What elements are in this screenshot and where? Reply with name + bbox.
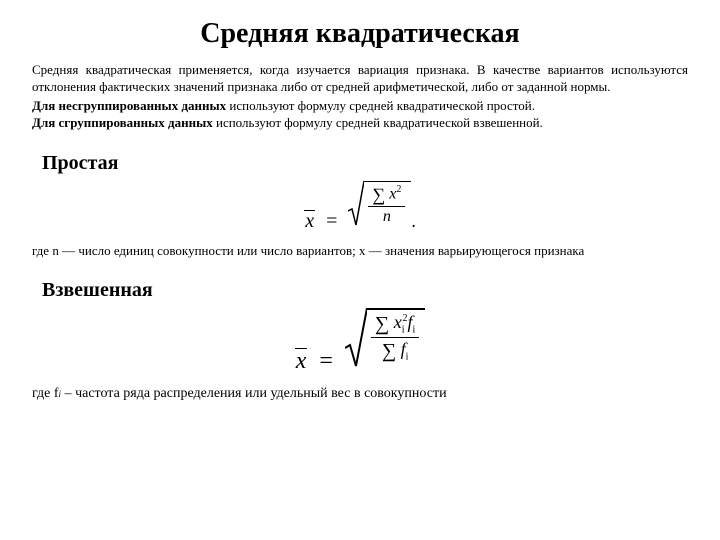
weighted-desc-rest: – частота ряда распределения или удельны… — [61, 386, 447, 401]
intro-paragraph: Средняя квадратическая применяется, когд… — [32, 62, 688, 96]
weighted-desc-prefix: где f — [32, 386, 59, 401]
intro-grouped-bold: Для сгруппированных данных — [32, 115, 213, 130]
weighted-formula: x = ∑ xi2fi ∑ fi — [32, 308, 688, 375]
simple-desc: где n — число единиц совокупности или чи… — [32, 243, 688, 260]
weighted-heading: Взвешенная — [32, 279, 688, 302]
intro-ungrouped: Для несгруппированных данных используют … — [32, 98, 688, 115]
simple-heading: Простая — [32, 152, 688, 175]
simple-formula: x = ∑ x2 n . — [32, 181, 688, 233]
intro-grouped-rest: используют формулу средней квадратическо… — [213, 115, 543, 130]
page-title: Средняя квадратическая — [32, 18, 688, 50]
radical-icon — [345, 308, 367, 368]
weighted-desc: где fi – частота ряда распределения или … — [32, 385, 688, 403]
intro-ungrouped-bold: Для несгруппированных данных — [32, 98, 226, 113]
intro-grouped: Для сгруппированных данных используют фо… — [32, 115, 688, 132]
intro-ungrouped-rest: используют формулу средней квадратическо… — [226, 98, 535, 113]
radical-icon — [348, 181, 364, 227]
